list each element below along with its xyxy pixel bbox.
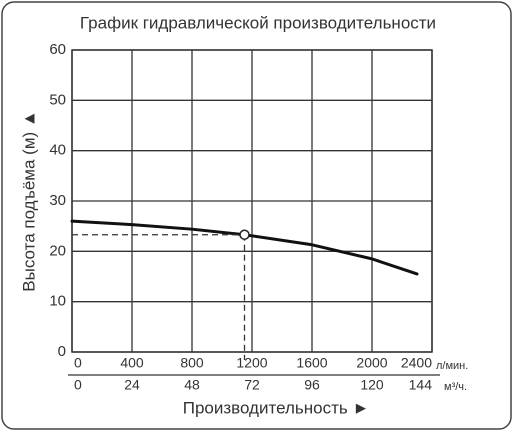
chart-title: График гидравлической производительности	[80, 13, 436, 32]
y-tick-label: 0	[58, 343, 66, 360]
y-tick-label: 20	[49, 242, 66, 259]
x2-tick-label: 48	[184, 377, 200, 393]
x2-tick-label: 120	[360, 377, 384, 393]
x-unit: л/мин.	[436, 360, 468, 372]
x-tick-label: 800	[180, 355, 204, 371]
x2-tick-label: 24	[124, 377, 140, 393]
x-axis-label: Производительность ►	[183, 398, 370, 417]
x2-tick-label: 72	[244, 377, 260, 393]
x2-tick-label: 96	[304, 377, 320, 393]
x-tick-label: 1600	[296, 355, 327, 371]
x-tick-label: 2000	[356, 355, 387, 371]
y-axis-label: Высота подъёма (м) ▲	[19, 110, 38, 291]
x2-unit: м³/ч.	[444, 381, 467, 393]
x2-tick-label: 144	[409, 377, 433, 393]
x-tick-label: 0	[74, 355, 82, 371]
y-tick-label: 40	[49, 142, 66, 159]
y-tick-label: 30	[49, 192, 66, 209]
y-tick-label: 10	[49, 293, 66, 310]
y-tick-label: 50	[49, 91, 66, 108]
x2-tick-label: 0	[74, 377, 82, 393]
x-tick-label: 400	[120, 355, 144, 371]
x-tick-label: 1200	[236, 355, 267, 371]
frame	[1, 1, 512, 430]
y-tick-label: 60	[49, 41, 66, 58]
x-tick-label: 2400	[401, 355, 432, 371]
operating-point	[239, 229, 250, 240]
